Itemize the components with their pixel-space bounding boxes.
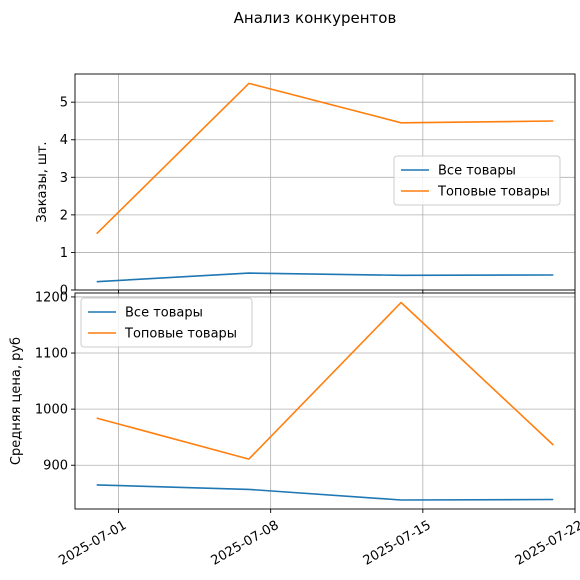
y-tick-label: 1200 xyxy=(35,290,68,305)
y-axis-label: Заказы, шт. xyxy=(35,141,50,222)
y-tick-label: 2 xyxy=(60,208,68,223)
y-tick-label: 900 xyxy=(43,459,68,474)
series-line-1 xyxy=(96,484,554,501)
legend: Все товары Топовые товары xyxy=(80,297,253,348)
x-tick-label: 2025-07-15 xyxy=(361,518,434,569)
orders-chart-panel: 0 1 2 3 4 5 Заказы, шт. Все товары Топовые товар… xyxy=(35,73,576,299)
series-line-1 xyxy=(96,272,554,283)
axes-frame xyxy=(74,73,576,291)
y-tick-label: 4 xyxy=(60,133,68,148)
y-axis-label: Средняя цена, руб xyxy=(9,337,24,465)
legend-label-2: Топовые товары xyxy=(437,185,550,200)
avg-price-chart-panel: 900 1000 1100 1200 2025-07-01 2025-07-08 2025-… xyxy=(9,290,580,568)
x-tick-label: 2025-07-08 xyxy=(209,518,282,569)
series-line-2 xyxy=(96,301,554,460)
figure-title: Анализ конкурентов xyxy=(234,9,397,27)
legend-frame xyxy=(393,155,561,206)
y-tick-label: 3 xyxy=(60,171,68,186)
x-tick-label: 2025-07-01 xyxy=(56,518,129,569)
legend: Все товары Топовые товары xyxy=(393,155,561,206)
legend-label-1: Все товары xyxy=(125,306,203,321)
y-tick-label: 1 xyxy=(60,246,68,261)
legend-label-1: Все товары xyxy=(438,164,516,179)
legend-label-2: Топовые товары xyxy=(124,327,237,342)
y-tick-label: 1000 xyxy=(35,403,68,418)
series-line-2 xyxy=(96,82,554,235)
y-tick-label: 1100 xyxy=(35,347,68,362)
y-tick-label: 5 xyxy=(60,96,68,111)
axes-frame xyxy=(74,292,576,510)
legend-frame xyxy=(80,297,253,348)
x-tick-label: 2025-07-22 xyxy=(513,518,580,569)
y-tick-label: 0 xyxy=(60,284,68,299)
